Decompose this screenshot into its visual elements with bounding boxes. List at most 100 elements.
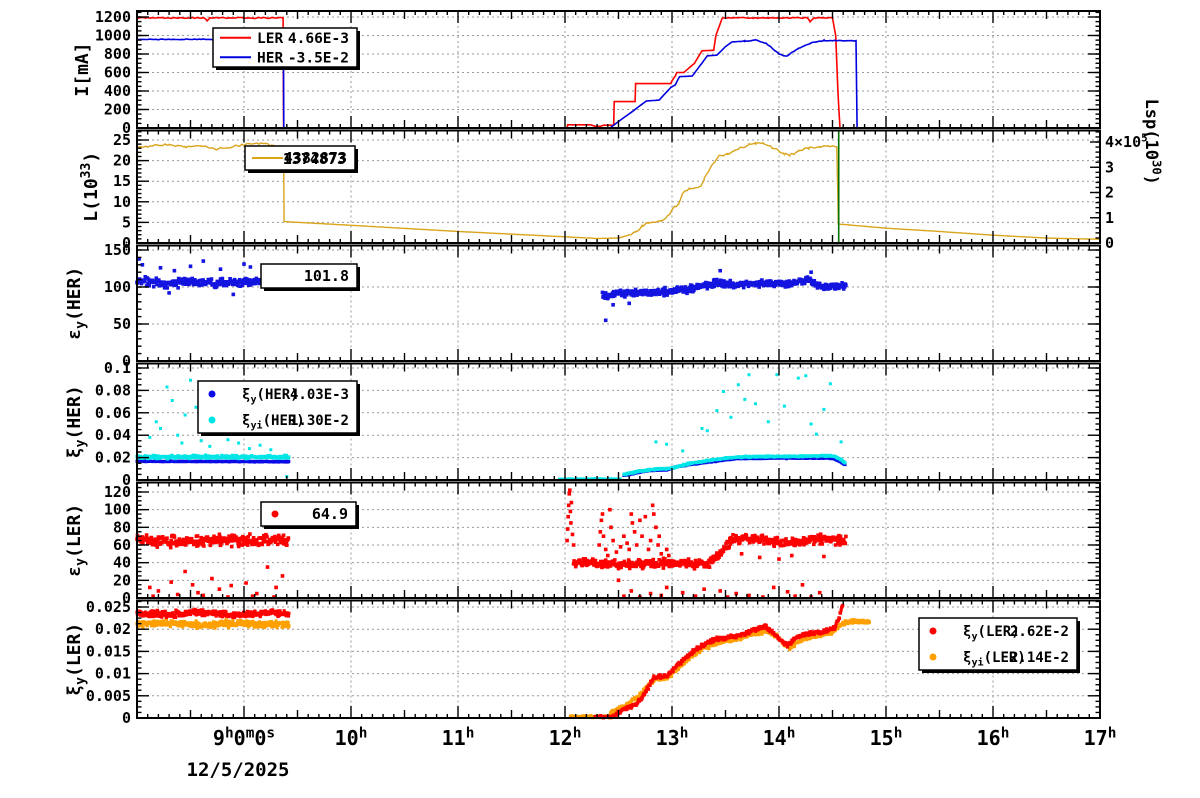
- y-tick-label: 0: [122, 709, 131, 727]
- y-tick-label: 80: [113, 518, 131, 536]
- y-tick-label: 0.01: [95, 665, 131, 683]
- axis-ticks: [136, 482, 1101, 599]
- y-tick-label: 5: [122, 213, 131, 231]
- axis-ticks: [136, 363, 1101, 481]
- legend-marker-dot: [929, 627, 937, 635]
- y-tick-label: 0.015: [86, 642, 131, 660]
- legend-label: HER: [257, 50, 283, 66]
- legend-value: -3.5E-2: [288, 50, 349, 66]
- y-tick-label: 25: [113, 131, 131, 149]
- right-tick-label: 0: [1105, 234, 1114, 252]
- gridlines: [137, 245, 1100, 361]
- y-tick-label: 0: [122, 119, 131, 137]
- legend-emittance-her: 101.8: [260, 263, 360, 291]
- y-tick-label: 10: [113, 193, 131, 211]
- legend-label: LER: [257, 31, 283, 47]
- y-tick-label: 0.005: [86, 687, 131, 705]
- y-tick-label: 100: [104, 501, 131, 519]
- legend-beam-current: LER 4.66E-3 HER -3.5E-2: [212, 27, 360, 70]
- y-tick-label: 0.1: [104, 359, 131, 377]
- y-tick-label: 0: [122, 234, 131, 252]
- legend-box: [260, 263, 358, 289]
- y-tick-label: 60: [113, 536, 131, 554]
- y-tick-label: 0: [122, 471, 131, 489]
- x-hour-label: 17h: [1084, 725, 1117, 750]
- right-axis-ticks: [1090, 131, 1100, 244]
- series-xi-y-ler: [135, 603, 845, 720]
- y-tick-label: 120: [104, 483, 131, 501]
- y-tick-labels: 0 0.02 0.04 0.06 0.08 0.1: [95, 359, 131, 489]
- legend-label: ξyi(HER): [242, 413, 305, 432]
- y-tick-label: 150: [104, 241, 131, 259]
- legend-value: 101.8: [304, 267, 349, 285]
- legend-value: 2.14E-2: [1010, 650, 1069, 666]
- axis-ticks: [136, 130, 1101, 244]
- y-tick-label: 0.025: [86, 598, 131, 616]
- legend-value: 1.30E-2: [290, 413, 349, 429]
- series-luminosity-curve: [136, 141, 1101, 240]
- y-tick-label: 15: [113, 172, 131, 190]
- legend-emittance-ler: 64.9: [260, 501, 359, 529]
- x-hour-label: 9h0m0s: [213, 725, 275, 750]
- legend-marker-dot: [208, 416, 216, 424]
- y-tick-label: 0.02: [95, 449, 131, 467]
- y-tick-label: 0.02: [95, 620, 131, 638]
- y-tick-label: 100: [104, 278, 131, 296]
- y-axis-title-emittance-her: εy(HER): [64, 267, 89, 340]
- y-tick-label: 0.08: [95, 381, 131, 399]
- legend-marker-dot: [929, 653, 937, 661]
- legend-value-overlap-b: 1374873: [283, 150, 346, 168]
- axis-ticks: [136, 245, 1101, 362]
- x-hour-label: 12h: [549, 725, 582, 750]
- y-tick-label: 1200: [95, 8, 131, 26]
- y-tick-label: 1000: [95, 27, 131, 45]
- y-tick-label: 0: [122, 352, 131, 370]
- x-axis-labels: 9h0m0s 10h 11h 12h 13h 14h 15h 16h 17h 12/5/2025: [187, 725, 1117, 781]
- y-tick-label: 400: [104, 82, 131, 100]
- series-xi-y-her: [135, 456, 847, 477]
- series-eps-y-her: [135, 257, 848, 323]
- y-tick-labels: 0 50 100 150: [104, 241, 131, 370]
- y-tick-label: 600: [104, 64, 131, 82]
- right-axis-title: Lsp(1030): [1141, 99, 1164, 185]
- x-hour-label: 15h: [870, 725, 903, 750]
- y-axis-title-beam-current: I[mA]: [72, 42, 93, 96]
- legend-value-overlap-a: 4382873: [284, 149, 347, 167]
- right-tick-label: 1: [1105, 209, 1114, 227]
- date-label: 12/5/2025: [187, 759, 290, 781]
- legend-value: 4.03E-3: [290, 387, 349, 403]
- x-hour-label: 14h: [763, 725, 796, 750]
- x-hour-label: 13h: [656, 725, 689, 750]
- legend-box: [212, 27, 358, 68]
- y-tick-label: 800: [104, 45, 131, 63]
- y-axis-title-luminosity: L(1033): [79, 152, 102, 222]
- legend-label: ξy(LER): [963, 624, 1020, 643]
- legend-value: 2.62E-2: [1010, 624, 1069, 640]
- y-tick-label: 0.04: [95, 426, 131, 444]
- axis-ticks: [136, 600, 1101, 719]
- axis-ticks: [136, 11, 1101, 129]
- legend-marker-dot: [271, 510, 279, 518]
- right-tick-label: 3: [1105, 158, 1114, 176]
- legend-beambeam-ler: ξy(LER)2.62E-2 ξyi(LER)2.14E-2: [918, 617, 1080, 673]
- right-tick-label: 4×105: [1105, 131, 1148, 151]
- y-tick-label: 50: [113, 315, 131, 333]
- y-axis-title-beambeam-ler: ξy(LER): [64, 623, 89, 696]
- y-tick-label: 200: [104, 101, 131, 119]
- y-tick-label: 0: [122, 589, 131, 607]
- right-tick-label: 2: [1105, 184, 1114, 202]
- series-xi-yi-ler: [135, 618, 871, 720]
- legend-marker-dot: [208, 390, 216, 398]
- x-hour-label: 10h: [335, 725, 368, 750]
- legend-label: ξy(HER): [242, 387, 299, 406]
- panel-emittance-her: 0 50 100 150 εy(HER) 101.8: [64, 241, 1101, 370]
- legend-label: ξyi(LER): [963, 650, 1026, 669]
